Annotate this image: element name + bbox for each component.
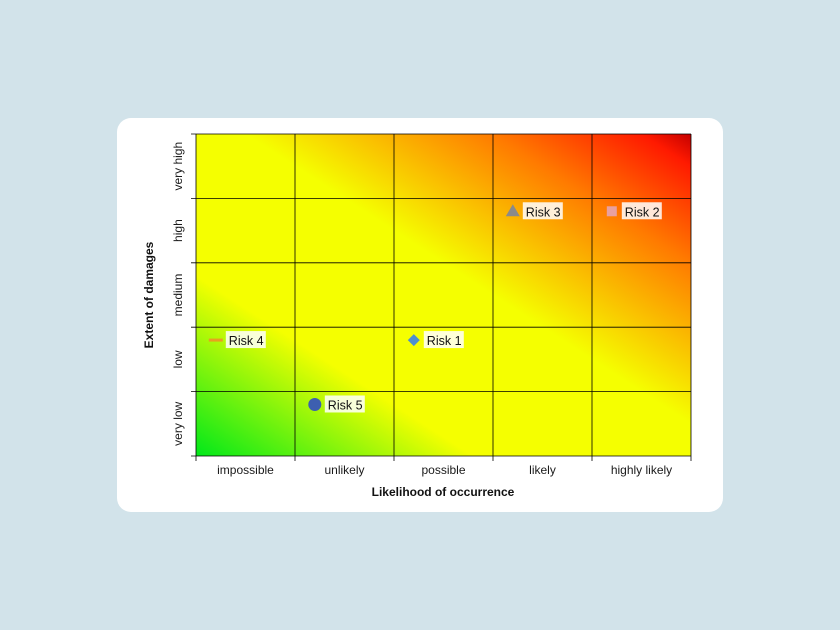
x-tick-label: unlikely xyxy=(324,463,364,477)
risk-label-box xyxy=(423,331,464,349)
chart-card: impossible unlikely possible likely highly l… xyxy=(117,118,723,512)
y-axis-title: Extent of damages xyxy=(142,241,156,348)
x-axis-title: Likelihood of occurrence xyxy=(372,485,515,499)
y-tick-label: very high xyxy=(171,142,185,191)
y-tick-label: very low xyxy=(171,401,185,445)
risk-label: Risk 2 xyxy=(625,205,660,219)
risk-marker xyxy=(505,204,520,217)
x-tick-label: highly likely xyxy=(611,463,672,477)
risk-label: Risk 3 xyxy=(526,205,561,219)
risk-label-box xyxy=(522,202,563,220)
risk-marker xyxy=(308,397,322,411)
y-tick-label: high xyxy=(171,219,185,242)
tick-labels: impossible unlikely possible likely highly l… xyxy=(171,142,672,477)
grid-lines xyxy=(191,133,692,461)
risk-label-box xyxy=(621,202,662,220)
y-tick-label: medium xyxy=(171,274,185,317)
y-tick-label: low xyxy=(171,350,185,368)
risk-label: Risk 5 xyxy=(328,398,363,412)
risk-marker xyxy=(208,338,223,342)
x-tick-label: impossible xyxy=(217,463,274,477)
x-tick-label: possible xyxy=(421,463,465,477)
risk-marker xyxy=(407,334,420,347)
risk-label-box xyxy=(225,331,266,349)
risk-marker xyxy=(606,206,617,217)
heatmap-background xyxy=(196,134,691,456)
risk-label: Risk 1 xyxy=(427,334,462,348)
risk-matrix-chart: impossible unlikely possible likely highly l… xyxy=(142,133,692,499)
data-points: Risk 1 Risk 2 Risk 3 Risk 4 Risk 5 xyxy=(208,202,662,413)
risk-label-box xyxy=(324,395,365,413)
x-tick-label: likely xyxy=(529,463,556,477)
risk-label: Risk 4 xyxy=(229,334,264,348)
